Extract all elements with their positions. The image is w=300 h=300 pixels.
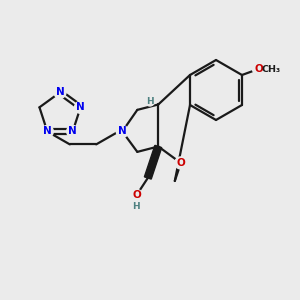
Circle shape xyxy=(130,189,142,201)
Text: O: O xyxy=(132,190,141,200)
Text: O: O xyxy=(176,158,185,168)
Text: N: N xyxy=(56,87,64,98)
Circle shape xyxy=(67,125,79,137)
Text: O: O xyxy=(254,64,263,74)
Text: N: N xyxy=(118,127,127,136)
Text: CH₃: CH₃ xyxy=(262,64,281,74)
Circle shape xyxy=(54,86,66,98)
Circle shape xyxy=(175,157,187,169)
Circle shape xyxy=(74,101,86,113)
Text: N: N xyxy=(43,127,52,136)
Text: N: N xyxy=(68,127,77,136)
Circle shape xyxy=(146,97,154,106)
Polygon shape xyxy=(144,145,162,179)
Circle shape xyxy=(253,63,265,75)
Text: N: N xyxy=(76,102,85,112)
Circle shape xyxy=(41,125,53,137)
Circle shape xyxy=(116,125,128,137)
Text: H: H xyxy=(132,202,140,211)
Text: H: H xyxy=(146,97,154,106)
